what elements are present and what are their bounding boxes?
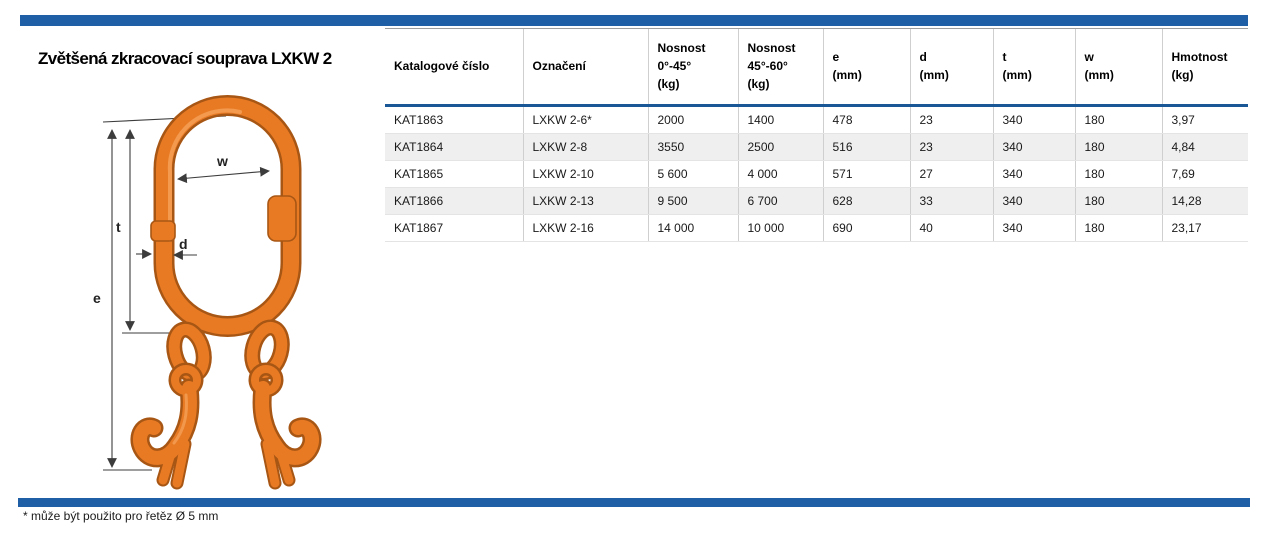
cell-wll_45_60: 6 700 [737,187,823,215]
cell-d: 23 [909,105,993,134]
table-row: KAT1865 LXKW 2-10 5 600 4 000 571 27 340 180 7,6… [385,160,1248,188]
cell-t: 340 [992,160,1075,188]
cell-wll_0_45: 5 600 [647,160,738,188]
top-accent-bar [20,15,1248,26]
bottom-accent-bar [18,498,1250,507]
product-diagram: e t w d [93,95,322,490]
cell-designation: LXKW 2-6* [522,105,648,134]
column-header-e: e (mm) [822,28,910,107]
cell-wll_0_45: 9 500 [647,187,738,215]
cell-wll_45_60: 1400 [737,105,823,134]
cell-e: 516 [822,133,910,161]
cell-t: 340 [992,187,1075,215]
dimension-w: w [177,153,270,184]
master-link-weld-right [267,195,297,242]
cell-t: 340 [992,214,1075,242]
column-header-wll_0_45: Nosnost 0°-45° (kg) [647,28,738,107]
cell-e: 571 [822,160,910,188]
cell-d: 23 [909,133,993,161]
column-header-w: w (mm) [1074,28,1162,107]
dimension-e-label: e [93,290,101,306]
master-link-weld-left [150,220,176,242]
cell-e: 628 [822,187,910,215]
column-header-wll_45_60: Nosnost 45°-60° (kg) [737,28,823,107]
cell-catalog: KAT1867 [385,214,523,242]
cell-catalog: KAT1864 [385,133,523,161]
column-header-d: d (mm) [909,28,993,107]
cell-w: 180 [1074,187,1162,215]
cell-d: 40 [909,214,993,242]
cell-catalog: KAT1863 [385,105,523,134]
cell-w: 180 [1074,214,1162,242]
cell-catalog: KAT1866 [385,187,523,215]
cell-d: 33 [909,187,993,215]
table-header: Katalogové číslo Označení Nosnost 0°-45° (… [385,28,1248,107]
cell-w: 180 [1074,160,1162,188]
footnote: * může být použito pro řetěz Ø 5 mm [23,509,219,523]
cell-e: 690 [822,214,910,242]
cell-wll_0_45: 14 000 [647,214,738,242]
cell-designation: LXKW 2-13 [522,187,648,215]
dimension-d-label: d [179,236,188,252]
grab-hook-left [130,362,204,490]
cell-w: 180 [1074,133,1162,161]
cell-designation: LXKW 2-16 [522,214,648,242]
table-header-row: Katalogové číslo Označení Nosnost 0°-45° (… [385,28,1248,107]
cell-w: 180 [1074,105,1162,134]
dimension-w-label: w [216,153,228,169]
cell-weight: 4,84 [1161,133,1248,161]
cell-designation: LXKW 2-10 [522,160,648,188]
column-header-catalog: Katalogové číslo [385,28,523,107]
master-link [150,95,302,337]
table-row: KAT1864 LXKW 2-8 3550 2500 516 23 340 180 4,84 [385,133,1248,161]
column-header-t: t (mm) [992,28,1075,107]
cell-designation: LXKW 2-8 [522,133,648,161]
specification-table: Katalogové číslo Označení Nosnost 0°-45° (… [385,28,1248,242]
grab-hook-right [248,362,322,490]
cell-t: 340 [992,105,1075,134]
cell-e: 478 [822,105,910,134]
cell-wll_0_45: 3550 [647,133,738,161]
cell-t: 340 [992,133,1075,161]
column-header-designation: Označení [522,28,648,107]
cell-weight: 14,28 [1161,187,1248,215]
cell-wll_45_60: 4 000 [737,160,823,188]
dimension-t: t [116,129,135,331]
dimension-t-label: t [116,219,121,235]
column-header-weight: Hmotnost (kg) [1161,28,1248,107]
table-row: KAT1863 LXKW 2-6* 2000 1400 478 23 340 180 3,97 [385,105,1248,134]
cell-weight: 7,69 [1161,160,1248,188]
cell-wll_45_60: 10 000 [737,214,823,242]
dimension-d: d [136,236,197,260]
cell-weight: 23,17 [1161,214,1248,242]
table-body: KAT1863 LXKW 2-6* 2000 1400 478 23 340 180 3,97 K… [385,105,1248,242]
page-title: Zvětšená zkracovací souprava LXKW 2 [38,49,332,68]
cell-catalog: KAT1865 [385,160,523,188]
cell-weight: 3,97 [1161,105,1248,134]
table-row: KAT1867 LXKW 2-16 14 000 10 000 690 40 340 180 2… [385,214,1248,242]
cell-wll_0_45: 2000 [647,105,738,134]
cell-d: 27 [909,160,993,188]
cell-wll_45_60: 2500 [737,133,823,161]
dimension-e: e [93,129,117,468]
table-row: KAT1866 LXKW 2-13 9 500 6 700 628 33 340 180 14,… [385,187,1248,215]
